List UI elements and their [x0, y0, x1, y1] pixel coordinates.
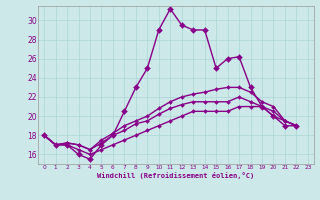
X-axis label: Windchill (Refroidissement éolien,°C): Windchill (Refroidissement éolien,°C) [97, 172, 255, 179]
